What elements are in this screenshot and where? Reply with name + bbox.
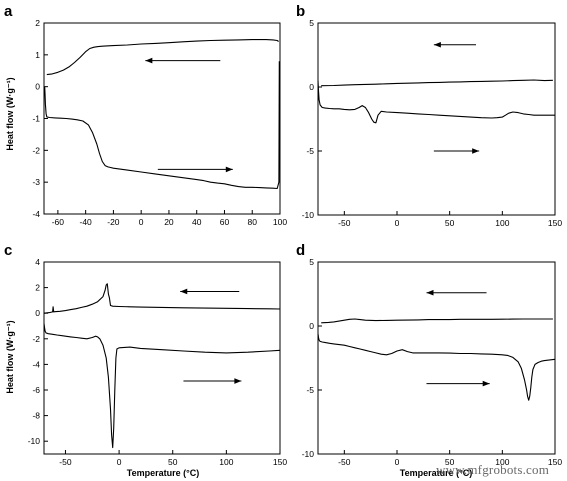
- panel-c-ytick-label: -8: [32, 411, 40, 421]
- panel-a-xtick-label: 0: [139, 217, 144, 227]
- panel-c-ytick-label: -6: [32, 385, 40, 395]
- panel-c-xtick-label: 50: [168, 457, 178, 467]
- panel-a: a Heat flow (W·g⁻¹) -60 -40 -20 0 20 40 60 80 10…: [4, 3, 287, 227]
- panel-c-xtick-label: 100: [219, 457, 233, 467]
- panel-a-ytick-label: -3: [32, 177, 40, 187]
- panel-a-xtick-label: 40: [192, 217, 202, 227]
- panel-c-ytick-label: 0: [35, 308, 40, 318]
- panel-d-ytick-label: -10: [302, 449, 315, 459]
- panel-b-ytick-label: -10: [302, 210, 315, 220]
- panel-b-ytick-label: -5: [306, 146, 314, 156]
- panel-d-plot: -50 0 50 100 150-10-505: [302, 257, 563, 467]
- panel-b-series-line-cooling: [321, 79, 553, 87]
- panel-b-arrow-left: [433, 41, 476, 48]
- panel-d-xlabel: Temperature (°C): [400, 468, 472, 478]
- panel-c-frame: [43, 261, 281, 455]
- panel-d-arrow-left: [426, 289, 487, 296]
- panel-a-ytick-label: 0: [35, 82, 40, 92]
- panel-c-series-line-heating: [43, 323, 281, 449]
- panel-c-xtick-label: -50: [59, 457, 72, 467]
- panel-c-xlabel: Temperature (°C): [127, 468, 199, 478]
- panel-a-series-line-heating: [44, 61, 280, 190]
- panel-b-series-line-heating: [317, 80, 555, 124]
- panel-b-xtick-label: 150: [548, 218, 562, 228]
- panel-a-xtick-label: 100: [273, 217, 287, 227]
- panel-d-ytick-label: 5: [309, 257, 314, 267]
- panel-a-ytick-label: 2: [35, 18, 40, 28]
- panel-a-plot: -60 -40 -20 0 20 40 60 80 100 -4 -3 -2 -1 0 1 2: [32, 18, 287, 227]
- panel-a-ytick-label: -4: [32, 209, 40, 219]
- panel-d-xtick-label: -50: [338, 457, 351, 467]
- panel-c-arrow-left: [180, 288, 240, 295]
- panel-b: b -50 0 50 100 150-10-505: [296, 3, 562, 228]
- panel-b-ytick-label: 0: [309, 82, 314, 92]
- panel-b-xtick-label: -50: [338, 218, 351, 228]
- panel-d-arrow-right: [426, 380, 490, 387]
- panel-d-ytick-label: 0: [309, 321, 314, 331]
- panel-c-plot: -50 0 50 100 150 -10 -8 -6 -4 -2 0 2 4: [28, 257, 288, 467]
- panel-d-xtick-label: 150: [548, 457, 562, 467]
- panel-a-arrow-left: [145, 57, 221, 64]
- watermark: www.mfgrobots.com: [436, 462, 550, 477]
- panel-a-arrow-right: [157, 166, 233, 173]
- panel-a-series-line-cooling: [46, 39, 279, 76]
- panel-d-series-line-cooling: [321, 318, 553, 324]
- panel-b-xtick-label: 50: [445, 218, 455, 228]
- panel-d-xtick-label: 50: [445, 457, 455, 467]
- panel-c: c Heat flow (W·g⁻¹) Temperature (°C) -50…: [4, 242, 287, 478]
- panel-c-ytick-label: -4: [32, 359, 40, 369]
- panel-a-frame: [43, 22, 281, 215]
- panel-d-frame: [317, 261, 556, 455]
- panel-b-xtick-label: 0: [395, 218, 400, 228]
- panel-b-ytick-label: 5: [309, 18, 314, 28]
- panel-c-arrow-right: [183, 378, 242, 384]
- panel-a-ytick-label: -2: [32, 145, 40, 155]
- panel-c-ytick-label: 2: [35, 283, 40, 293]
- panel-b-frame: [317, 22, 556, 216]
- panel-a-ytick-label: -1: [32, 114, 40, 124]
- panel-a-xtick-label: 20: [164, 217, 174, 227]
- panel-a-xtick-label: -60: [52, 217, 65, 227]
- panel-a-xtick-label: 80: [248, 217, 258, 227]
- panel-d-ytick-label: -5: [306, 385, 314, 395]
- panel-c-ytick-label: 4: [35, 257, 40, 267]
- panel-c-ytick-label: -10: [28, 436, 41, 446]
- panel-c-ylabel: Heat flow (W·g⁻¹): [5, 320, 15, 393]
- panel-b-xtick-label: 100: [495, 218, 509, 228]
- panel-d: d Temperature (°C) -50 0 50 100 150-10-505: [296, 242, 562, 478]
- panel-c-series-line-cooling: [43, 283, 281, 314]
- panel-a-xtick-label: -40: [79, 217, 92, 227]
- panel-b-plot: -50 0 50 100 150-10-505: [302, 18, 563, 228]
- panel-d-label: d: [296, 242, 305, 259]
- panel-c-xtick-label: 0: [117, 457, 122, 467]
- panel-a-ylabel: Heat flow (W·g⁻¹): [5, 77, 15, 150]
- panel-d-xtick-label: 100: [495, 457, 509, 467]
- panel-d-series-line-heating: [317, 333, 556, 401]
- panel-a-ytick-label: 1: [35, 50, 40, 60]
- panel-d-xtick-label: 0: [395, 457, 400, 467]
- panel-c-xtick-label: 150: [273, 457, 287, 467]
- panel-c-ytick-label: -2: [32, 334, 40, 344]
- panel-b-arrow-right: [433, 148, 480, 154]
- panel-a-xtick-label: -20: [107, 217, 120, 227]
- panel-a-xtick-label: 60: [220, 217, 230, 227]
- panel-c-label: c: [4, 242, 12, 259]
- panel-a-label: a: [4, 3, 13, 20]
- panel-b-label: b: [296, 3, 305, 20]
